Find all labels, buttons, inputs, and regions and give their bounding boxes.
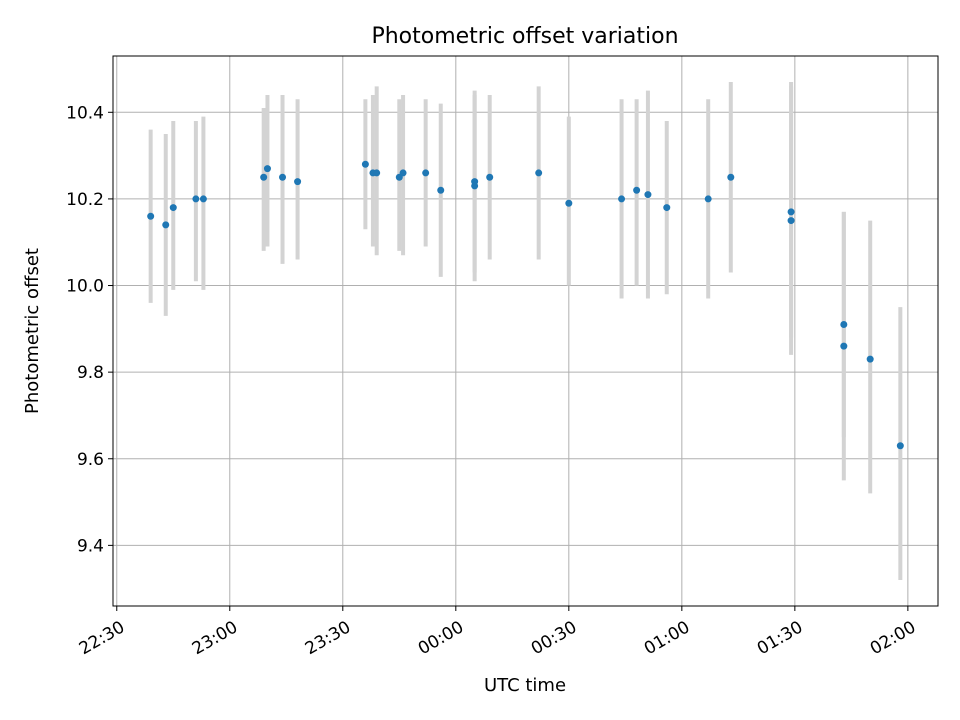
data-point (727, 173, 735, 181)
y-axis-label: Photometric offset (22, 248, 43, 414)
y-axis-ticks: 9.4 9.6 9.8 10.0 10.2 10.4 (66, 103, 113, 556)
data-point (633, 186, 641, 194)
data-point (199, 195, 207, 203)
y-tick-label: 10.2 (66, 190, 104, 210)
data-point (565, 199, 573, 207)
data-point (260, 173, 268, 181)
data-point (422, 169, 430, 177)
plot-frame (112, 55, 939, 607)
data-point (866, 355, 874, 363)
y-tick-label: 9.6 (77, 450, 104, 470)
data-point (147, 212, 155, 220)
data-point (663, 204, 671, 212)
data-point (896, 442, 904, 450)
data-point (840, 321, 848, 329)
data-point (471, 178, 479, 186)
y-tick-label: 10.0 (66, 277, 104, 297)
data-point (535, 169, 543, 177)
data-point (192, 195, 200, 203)
data-point (486, 173, 494, 181)
y-tick-label: 10.4 (66, 103, 104, 123)
data-point (294, 178, 302, 186)
plot-area (113, 56, 938, 606)
data-point (618, 195, 626, 203)
chart-title: Photometric offset variation (371, 24, 678, 49)
data-point (162, 221, 170, 229)
data-point (263, 165, 271, 173)
data-point (787, 208, 795, 216)
data-point (279, 173, 287, 181)
data-point (437, 186, 445, 194)
y-tick-label: 9.4 (77, 536, 104, 556)
data-points (147, 160, 904, 450)
data-point (644, 191, 652, 199)
data-point (373, 169, 381, 177)
data-point (169, 204, 177, 212)
data-point (361, 160, 369, 168)
y-tick-label: 9.8 (77, 363, 104, 383)
data-point (399, 169, 407, 177)
data-point (840, 342, 848, 350)
data-point (704, 195, 712, 203)
x-axis-label: UTC time (484, 675, 566, 696)
data-point (787, 217, 795, 225)
grid (113, 56, 938, 606)
